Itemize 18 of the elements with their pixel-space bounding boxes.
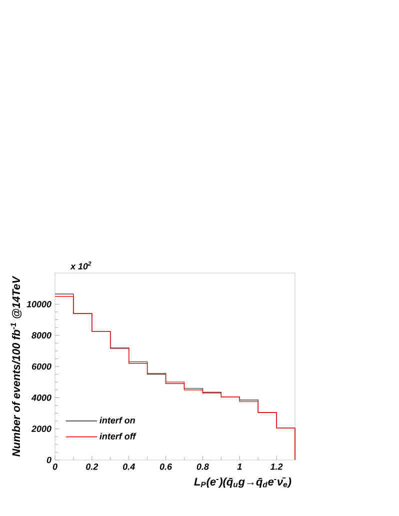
x-tick-label: 0.6 (160, 464, 172, 470)
text: L$_{P}$(e$^{-}$)(q̄$_{u}$g→q̄$_{d}$e$^{-}$ν̄$_{e}$) (194, 478, 292, 488)
x-tick-label: 0.2 (86, 464, 98, 470)
y-tick-label: 6000 (32, 363, 52, 370)
y-tick-label: 8000 (32, 332, 52, 339)
legend-label: interf off (100, 432, 136, 440)
x-tick-label: 0 (52, 464, 58, 470)
text: x 10$^{2}$ (70, 261, 92, 270)
x-tick-label: 1 (237, 464, 242, 470)
legend-label: interf on (100, 416, 135, 424)
y-tick-label: 10000 (26, 300, 52, 308)
y-axis-title: Number of events/100 fb$^{-1}$ @14TeV (10, 276, 22, 457)
x-tick-label: 1.2 (270, 464, 283, 470)
y-tick-label: 2000 (31, 426, 52, 432)
x-tick-label: 0.4 (122, 464, 135, 470)
x-tick-label: 0.8 (196, 464, 209, 470)
y-tick-label: 4000 (31, 394, 52, 401)
y-tick-label: 0 (46, 456, 52, 464)
